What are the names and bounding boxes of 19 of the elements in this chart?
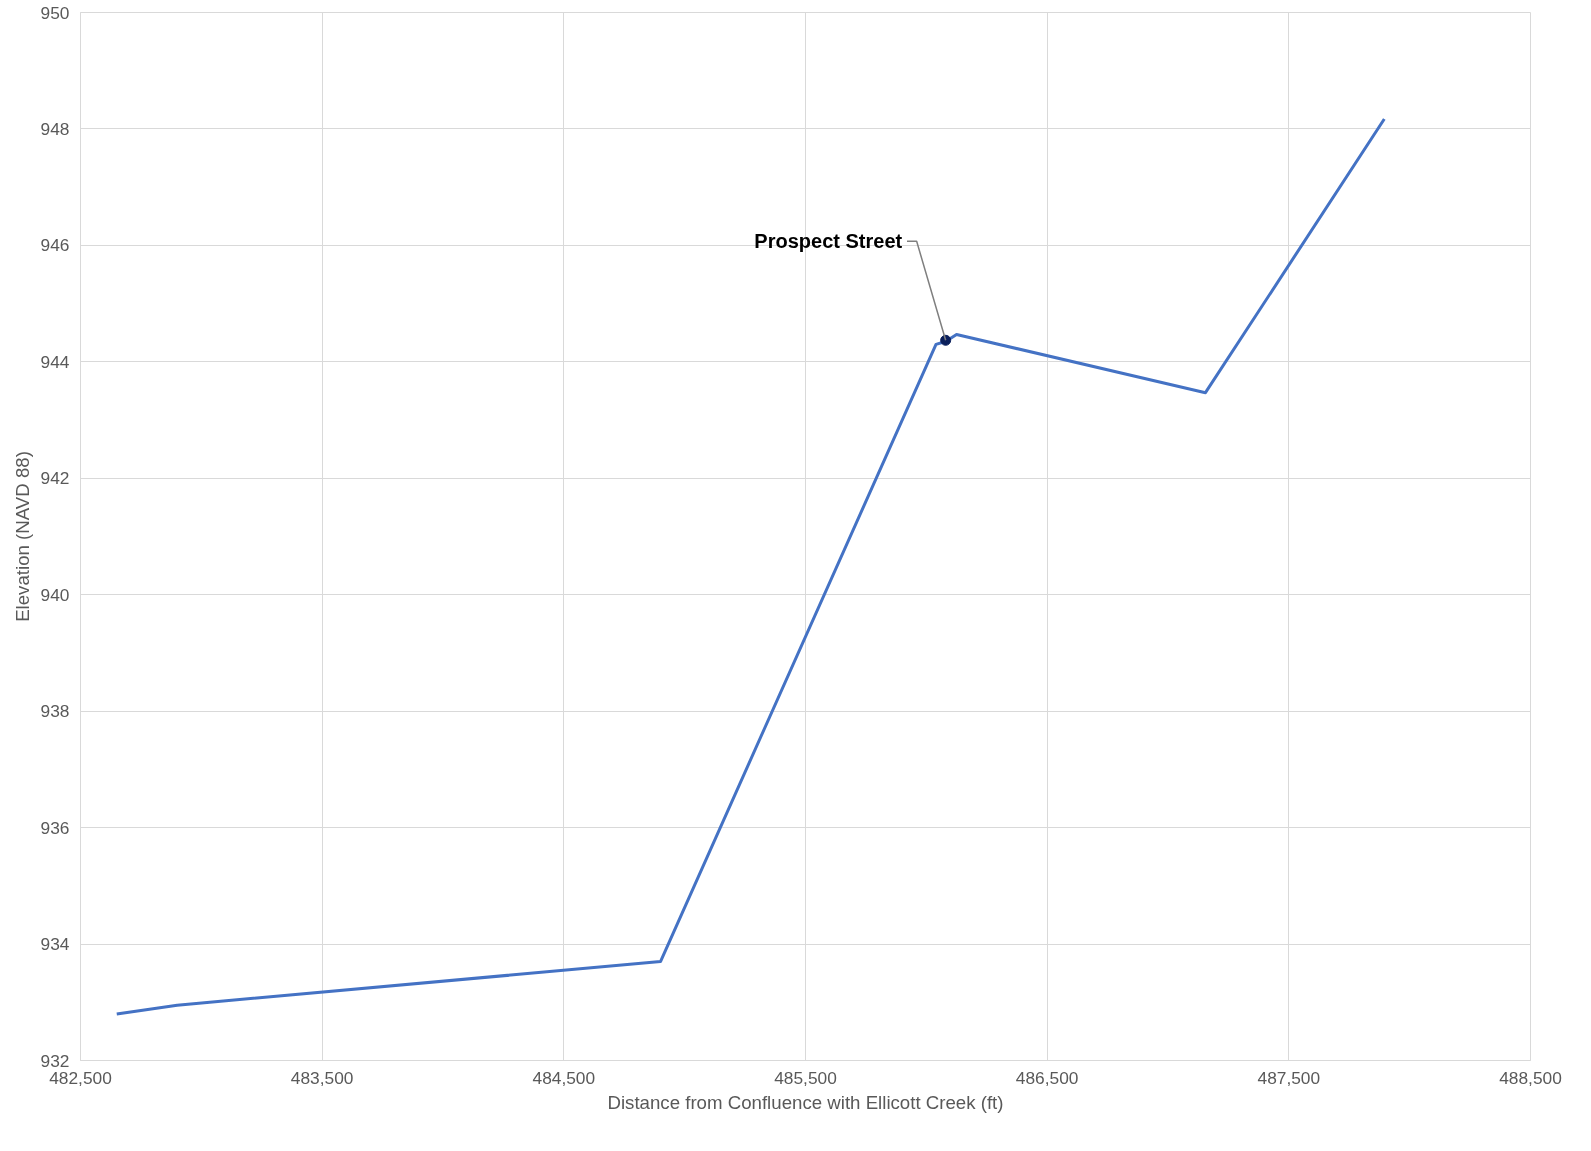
x-tick-label: 483,500: [290, 1067, 354, 1088]
y-axis-title: Elevation (NAVD 88): [11, 451, 33, 622]
x-tick-label: 488,500: [1499, 1067, 1562, 1088]
x-tick-label: 485,500: [774, 1067, 837, 1088]
y-tick-label: 944: [40, 351, 70, 372]
annotation: Prospect Street: [754, 230, 903, 253]
y-tick-label: 950: [40, 2, 70, 23]
x-tick-label: 486,500: [1015, 1067, 1079, 1088]
y-tick-label: 936: [40, 817, 70, 838]
y-tick-label: 942: [40, 468, 70, 489]
x-tick-label: 487,500: [1257, 1067, 1321, 1088]
y-tick-label: 938: [40, 701, 70, 722]
line-series: [115, 117, 1386, 1016]
y-tick-label: 934: [40, 934, 70, 955]
y-tick-label: 940: [40, 584, 70, 605]
x-axis-title: Distance from Confluence with Ellicott Creek (ft): [607, 1091, 1004, 1113]
y-tick-label: 946: [40, 235, 70, 256]
x-tick-label: 484,500: [532, 1067, 596, 1088]
y-tick-label: 948: [40, 118, 70, 139]
